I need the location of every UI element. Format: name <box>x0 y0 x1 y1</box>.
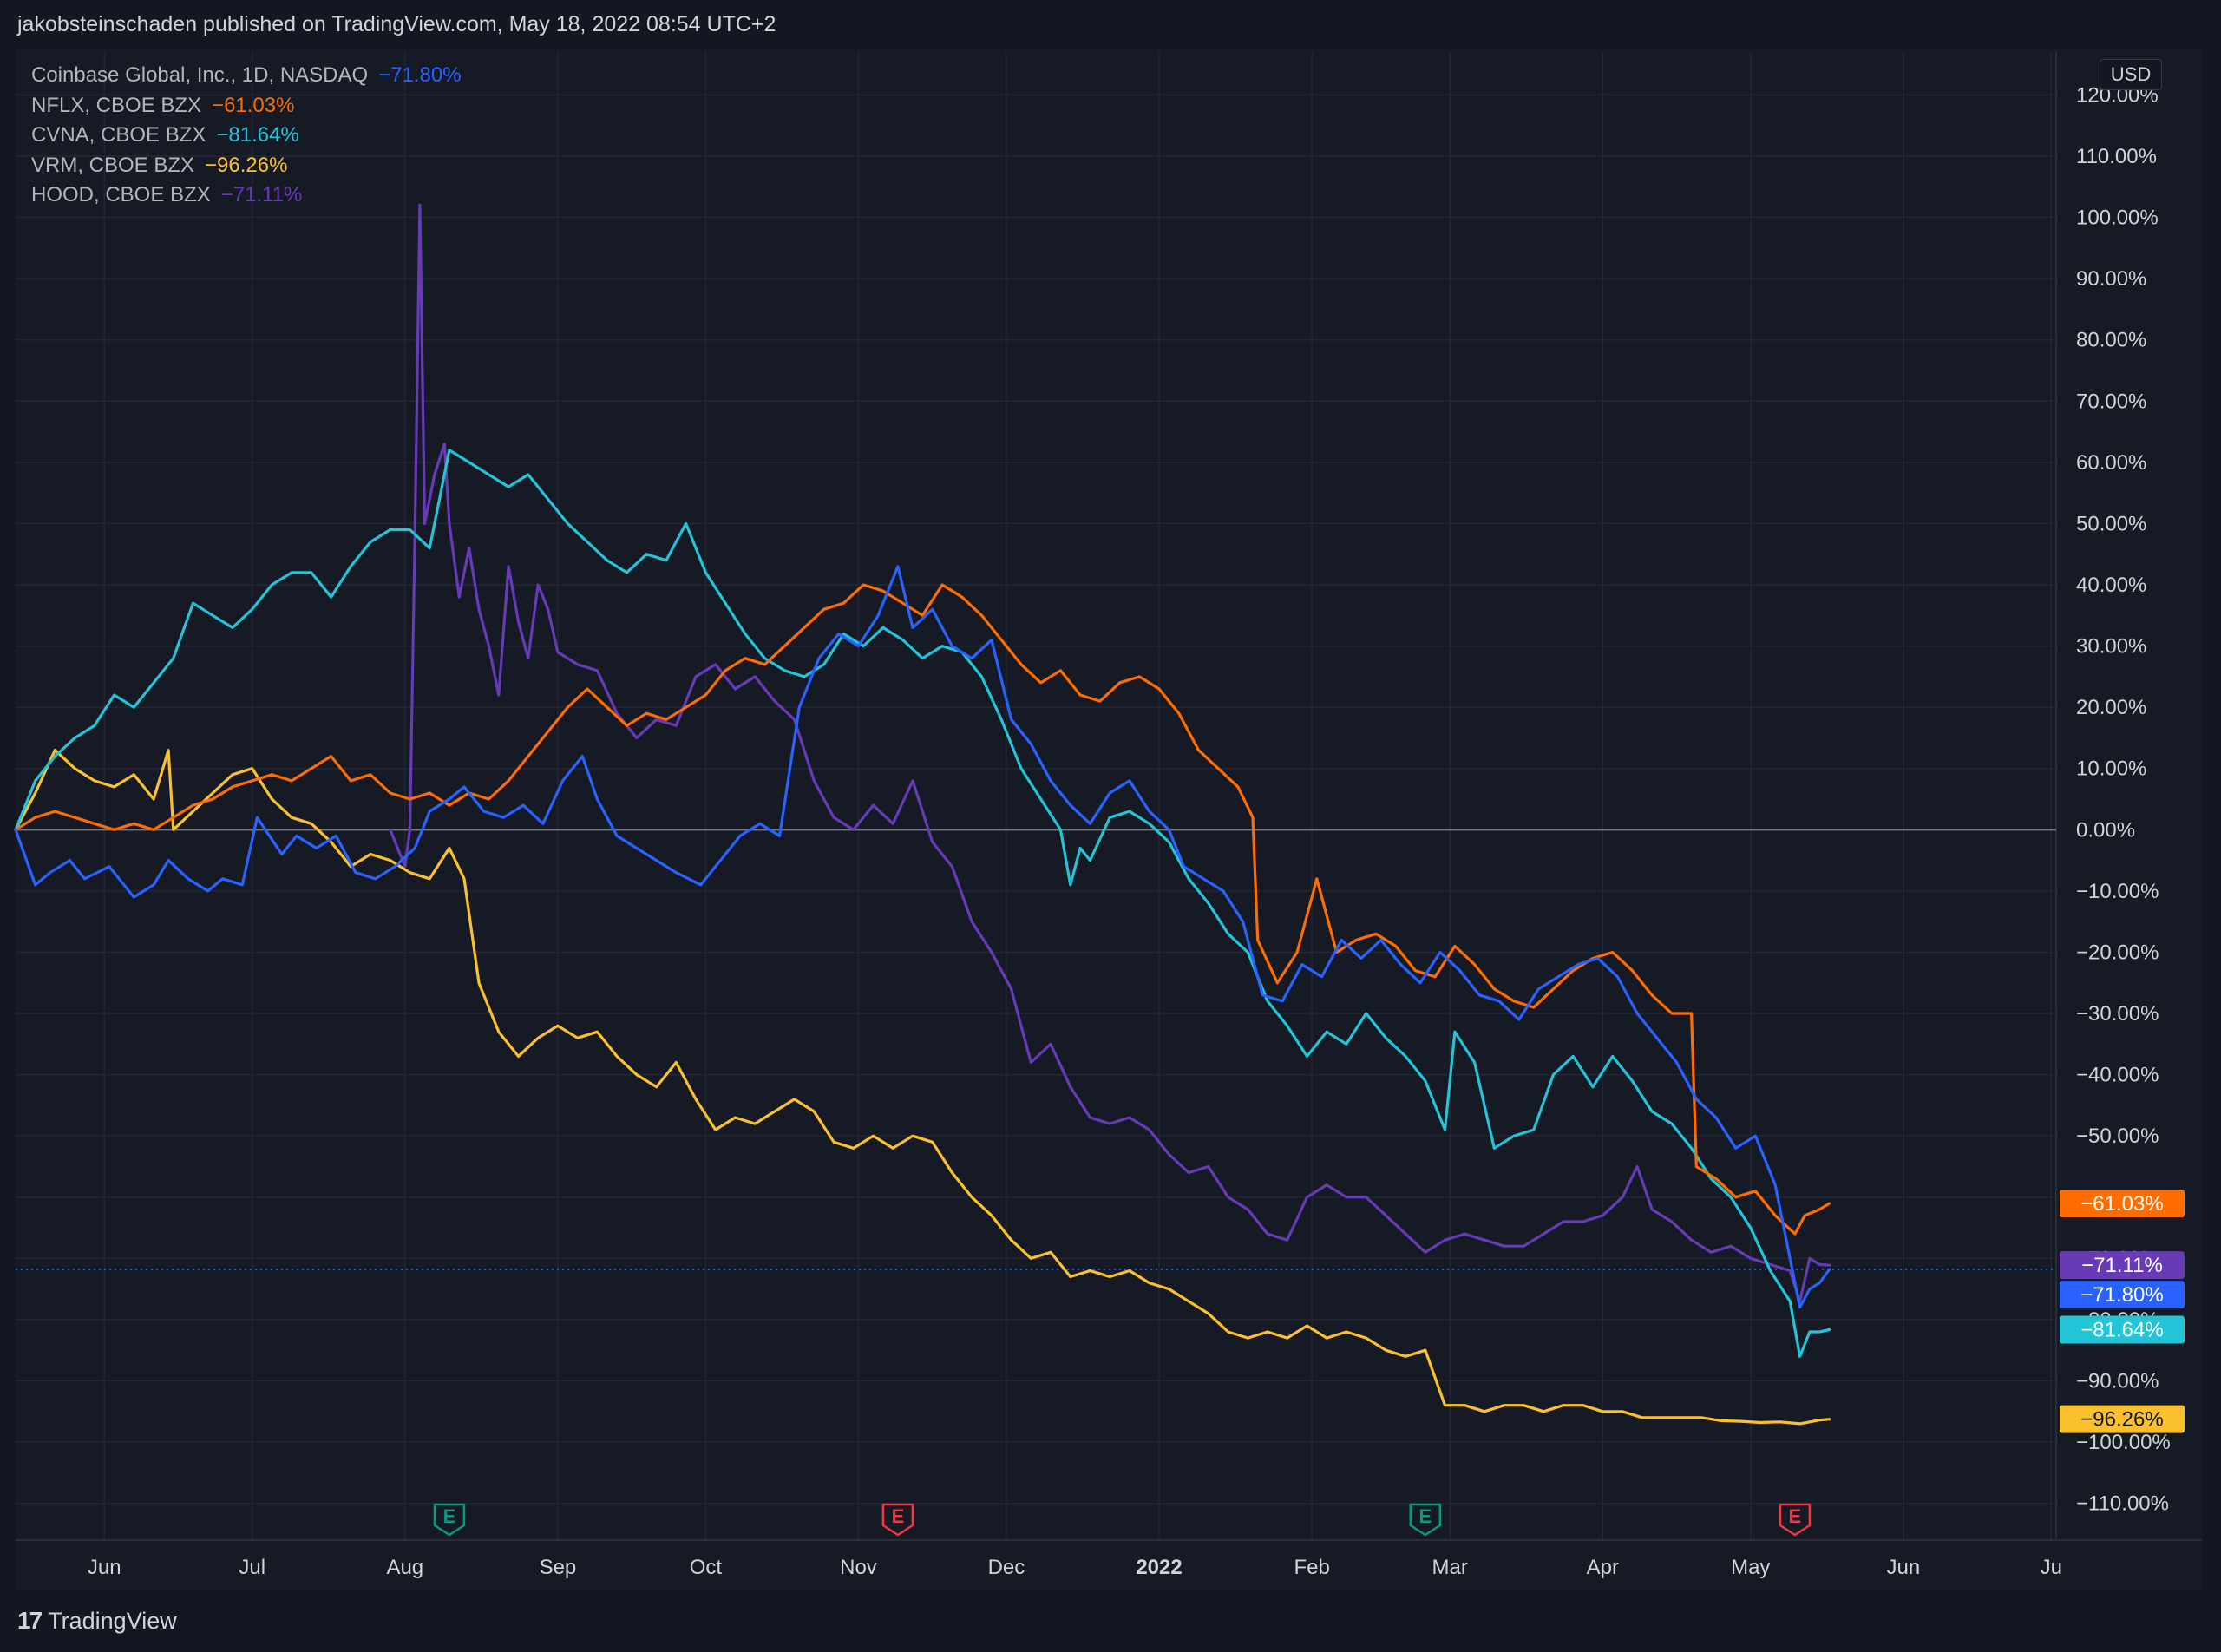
y-tick-label: −110.00% <box>2076 1492 2169 1516</box>
series-line-vrm <box>14 748 1831 1426</box>
y-tick-label: −50.00% <box>2076 1124 2159 1148</box>
earnings-marker-shape <box>1779 1503 1812 1537</box>
y-tick-label: 110.00% <box>2076 145 2157 168</box>
tradingview-brand-text: TradingView <box>48 1607 177 1634</box>
x-tick-label: Jun <box>88 1556 121 1579</box>
y-tick-label: −10.00% <box>2076 880 2159 903</box>
x-tick-label: Dec <box>988 1556 1025 1579</box>
x-tick-label: Jul <box>239 1556 265 1579</box>
x-tick-label: Apr <box>1587 1556 1619 1579</box>
legend-value-cvna: −81.64% <box>216 123 299 147</box>
last-value-badge-cvna <box>2060 1315 2185 1344</box>
earnings-marker-label: E <box>1789 1505 1802 1527</box>
x-tick-label: Sep <box>540 1556 577 1579</box>
legend-value-coin: −71.80% <box>378 63 462 87</box>
legend-name-hood: HOOD, CBOE BZX <box>31 183 211 206</box>
tradingview-logo[interactable]: 17 TradingView <box>17 1607 177 1635</box>
earnings-marker: E <box>1409 1503 1442 1537</box>
footer <box>0 1590 2221 1652</box>
header-bar: jakobsteinschaden published on TradingVi… <box>0 0 2221 49</box>
y-tick-label: −100.00% <box>2076 1431 2171 1454</box>
last-value-badge-hood <box>2060 1251 2185 1280</box>
x-tick-label: Jun <box>1887 1556 1921 1579</box>
x-tick-label: May <box>1731 1556 1770 1579</box>
y-tick-label: 20.00% <box>2076 696 2146 719</box>
y-tick-label: 0.00% <box>2076 818 2135 842</box>
earnings-marker: E <box>881 1503 914 1537</box>
y-tick-label: 80.00% <box>2076 329 2146 352</box>
y-tick-label: −30.00% <box>2076 1002 2159 1026</box>
legend-row-hood[interactable]: HOOD, CBOE BZX −71.11% <box>31 180 462 211</box>
legend-name-nflx: NFLX, CBOE BZX <box>31 93 202 117</box>
last-value-label-cvna: −81.64% <box>2080 1319 2163 1342</box>
y-tick-label: 70.00% <box>2076 390 2146 413</box>
legend-name-cvna: CVNA, CBOE BZX <box>31 123 206 147</box>
last-value-badge-nflx <box>2060 1190 2185 1218</box>
legend-value-vrm: −96.26% <box>205 153 288 177</box>
y-tick-label: −40.00% <box>2076 1064 2159 1087</box>
last-value-label-vrm: −96.26% <box>2080 1408 2163 1432</box>
publish-line: jakobsteinschaden published on TradingVi… <box>17 12 776 36</box>
currency-badge[interactable]: USD <box>2100 59 2162 90</box>
y-tick-label: −90.00% <box>2076 1370 2159 1393</box>
x-tick-label: Feb <box>1294 1556 1329 1579</box>
legend-value-nflx: −61.03% <box>212 93 295 117</box>
legend-name-coin: Coinbase Global, Inc., 1D, NASDAQ <box>31 63 369 87</box>
last-value-badge-vrm <box>2060 1405 2185 1433</box>
earnings-marker-shape <box>433 1503 466 1537</box>
earnings-marker-label: E <box>892 1505 905 1527</box>
earnings-marker: E <box>1779 1503 1812 1537</box>
legend-value-hood: −71.11% <box>220 183 303 206</box>
y-tick-label: −20.00% <box>2076 941 2159 964</box>
last-value-label-nflx: −61.03% <box>2080 1192 2163 1216</box>
last-value-badge-coin <box>2060 1281 2185 1309</box>
x-tick-label: 2022 <box>1136 1556 1182 1579</box>
chart-svg[interactable]: 120.00%110.00%100.00%90.00%80.00%70.00%6… <box>0 0 2221 1590</box>
series-line-nflx <box>14 583 1831 1236</box>
y-tick-label: 30.00% <box>2076 635 2146 659</box>
y-tick-label: 60.00% <box>2076 451 2146 475</box>
x-tick-label: Mar <box>1432 1556 1468 1579</box>
y-tick-label: 100.00% <box>2076 206 2159 230</box>
legend-row-cvna[interactable]: CVNA, CBOE BZX −81.64% <box>31 121 462 151</box>
y-tick-label: 40.00% <box>2076 574 2146 597</box>
x-tick-label: Oct <box>690 1556 723 1579</box>
earnings-marker-shape <box>881 1503 914 1537</box>
earnings-marker-label: E <box>443 1505 456 1527</box>
legend-name-vrm: VRM, CBOE BZX <box>31 153 195 177</box>
x-tick-label: Nov <box>840 1556 877 1579</box>
earnings-marker-shape <box>1409 1503 1442 1537</box>
chart-legend: Coinbase Global, Inc., 1D, NASDAQ −71.80%… <box>31 61 462 211</box>
tradingview-logo-icon: 17 <box>17 1607 43 1634</box>
legend-row-coin[interactable]: Coinbase Global, Inc., 1D, NASDAQ −71.80% <box>31 61 462 91</box>
earnings-marker-label: E <box>1418 1505 1432 1527</box>
last-value-label-hood: −71.11% <box>2081 1254 2163 1277</box>
legend-row-vrm[interactable]: VRM, CBOE BZX −96.26% <box>31 151 462 181</box>
legend-row-nflx[interactable]: NFLX, CBOE BZX −61.03% <box>31 91 462 121</box>
series-line-coin <box>14 565 1831 1309</box>
x-tick-label: Ju <box>2041 1556 2062 1579</box>
y-tick-label: 10.00% <box>2076 757 2146 781</box>
earnings-marker: E <box>433 1503 466 1537</box>
x-tick-label: Aug <box>386 1556 423 1579</box>
series-line-hood <box>389 203 1831 1303</box>
y-tick-label: 50.00% <box>2076 512 2146 535</box>
last-value-label-coin: −71.80% <box>2080 1283 2163 1307</box>
series-line-cvna <box>14 449 1831 1358</box>
y-tick-label: 90.00% <box>2076 267 2146 291</box>
